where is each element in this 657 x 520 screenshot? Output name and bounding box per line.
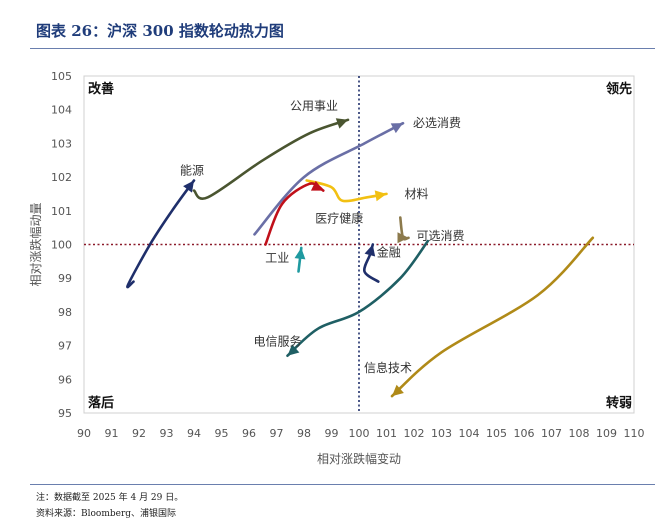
quadrant-label: 转弱 (606, 395, 632, 411)
x-tick-label: 99 (325, 427, 339, 440)
quadrant-label: 改善 (88, 81, 114, 97)
series-10: 信息技术 (364, 236, 595, 398)
y-tick-label: 98 (58, 306, 72, 319)
footer-divider (30, 484, 655, 485)
x-tick-label: 107 (541, 427, 562, 440)
x-tick-label: 95 (215, 427, 229, 440)
y-tick-label: 100 (51, 239, 72, 252)
y-tick-label: 103 (51, 137, 72, 150)
x-tick-label: 94 (187, 427, 201, 440)
series-4: 材料 (305, 179, 429, 203)
series-2: 公用事业 (192, 99, 350, 200)
series-8: 金融 (362, 243, 401, 283)
series-3: 必选消费 (253, 116, 461, 236)
series-label: 公用事业 (290, 99, 338, 113)
x-tick-label: 93 (160, 427, 174, 440)
x-tick-label: 105 (486, 427, 507, 440)
series-line (253, 121, 405, 236)
series-5: 医疗健康 (264, 180, 363, 246)
source-note: 资料来源：Bloomberg、浦银国际 (36, 509, 177, 519)
y-tick-label: 99 (58, 272, 72, 285)
series-label: 金融 (377, 245, 401, 260)
y-tick-label: 105 (51, 70, 72, 83)
series-arrowhead (287, 344, 300, 356)
y-tick-label: 97 (58, 340, 72, 353)
axes: 90 91 92 93 94 95 96 97 98 99 100 101 102 103 104 105 10… (51, 70, 645, 440)
series-9: 电信服务 (254, 239, 430, 357)
series-6: 可选消费 (397, 216, 465, 244)
x-tick-label: 108 (569, 427, 590, 440)
series-arrowhead (335, 118, 348, 129)
series-7: 工业 (265, 246, 306, 273)
reference-lines (84, 76, 634, 413)
x-tick-label: 110 (624, 427, 645, 440)
x-tick-label: 91 (105, 427, 119, 440)
x-tick-label: 96 (242, 427, 256, 440)
x-tick-label: 100 (349, 427, 370, 440)
x-tick-label: 109 (596, 427, 617, 440)
y-tick-label: 101 (51, 205, 72, 218)
series-arrowhead (392, 384, 404, 397)
series-arrowhead (397, 232, 409, 244)
series-label: 可选消费 (417, 229, 465, 243)
series-1: 能源 (126, 163, 204, 289)
y-tick-label: 96 (58, 373, 72, 386)
quadrant-label: 领先 (606, 81, 632, 97)
series-label: 材料 (405, 187, 429, 201)
series-line (126, 179, 196, 289)
footnote: 注：数据截至 2025 年 4 月 29 日。 (36, 493, 184, 503)
x-tick-label: 101 (376, 427, 397, 440)
series-line (286, 239, 430, 357)
y-axis-title: 相对涨跌幅动量 (28, 202, 43, 286)
series-label: 必选消费 (413, 116, 461, 130)
series-arrowhead (390, 123, 403, 134)
y-tick-label: 95 (58, 407, 72, 420)
title-divider (30, 48, 655, 49)
series-arrowhead (364, 244, 376, 257)
series-label: 医疗健康 (315, 211, 363, 226)
series-label: 信息技术 (364, 360, 412, 375)
series-arrowhead (183, 180, 194, 193)
series-line (390, 236, 595, 398)
series-label: 工业 (265, 251, 289, 265)
x-tick-label: 104 (459, 427, 480, 440)
series-arrowhead (374, 190, 387, 202)
quadrant-label: 落后 (88, 395, 114, 411)
series-line (305, 179, 388, 203)
x-tick-label: 90 (77, 427, 91, 440)
x-tick-label: 98 (297, 427, 311, 440)
series-label: 电信服务 (254, 334, 302, 349)
series-arrowhead (294, 247, 306, 260)
series-line (192, 118, 350, 200)
x-tick-label: 103 (431, 427, 452, 440)
y-tick-label: 102 (51, 171, 72, 184)
x-tick-label: 92 (132, 427, 146, 440)
series-label: 能源 (180, 163, 204, 177)
y-tick-label: 104 (51, 104, 72, 117)
series-arrowhead (310, 180, 324, 191)
x-tick-label: 106 (514, 427, 535, 440)
x-tick-label: 102 (404, 427, 425, 440)
x-tick-label: 97 (270, 427, 284, 440)
x-axis-title: 相对涨跌幅变动 (317, 451, 401, 466)
figure-title: 图表 26：沪深 300 指数轮动热力图 (36, 22, 284, 40)
